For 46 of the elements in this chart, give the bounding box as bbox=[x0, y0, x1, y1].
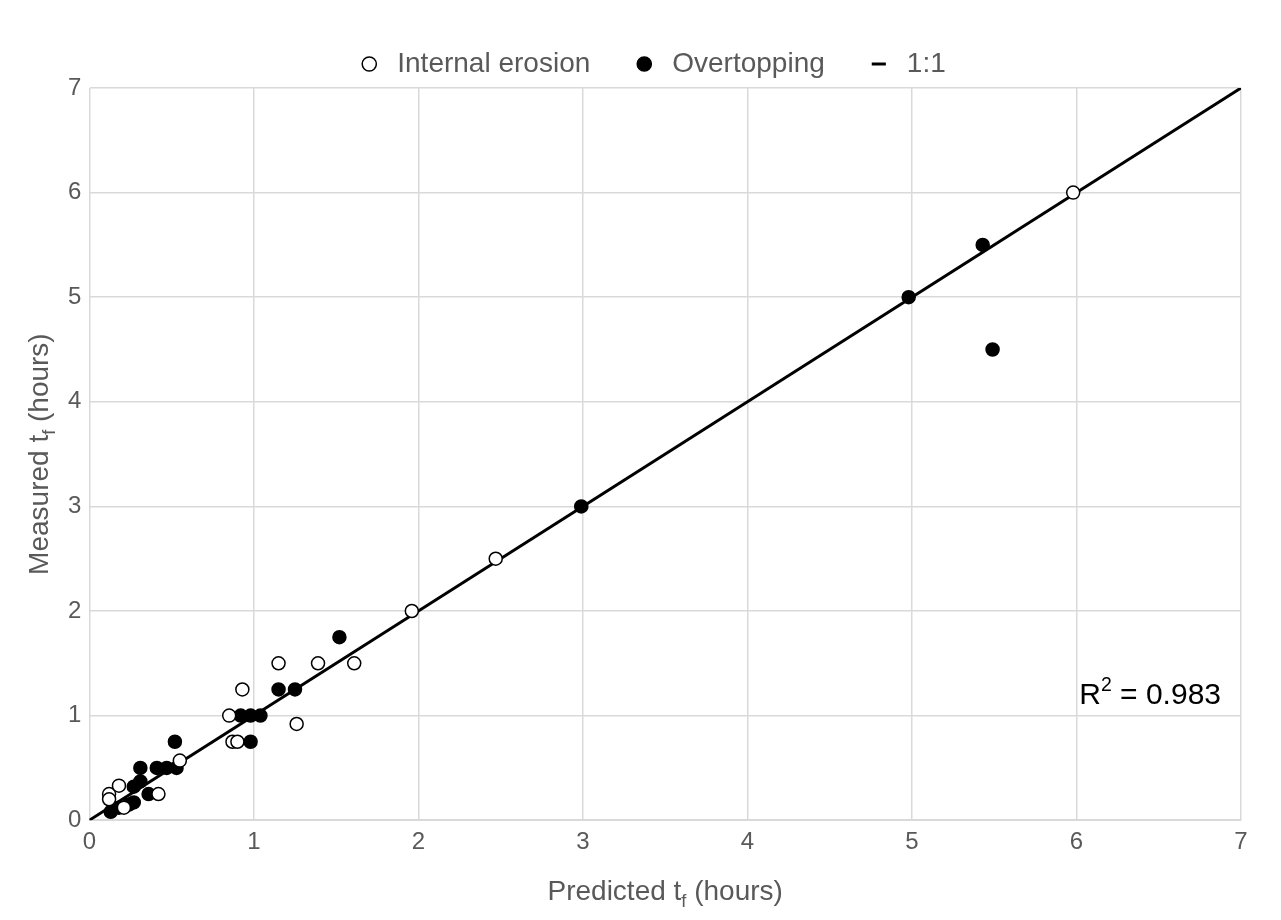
point bbox=[151, 786, 166, 802]
y-tick-label: 1 bbox=[67, 700, 82, 728]
point bbox=[235, 682, 250, 697]
y-tick-label: 3 bbox=[67, 491, 82, 519]
point bbox=[253, 708, 268, 723]
point bbox=[404, 603, 420, 619]
point bbox=[901, 289, 916, 305]
x-tick-label: 1 bbox=[247, 827, 261, 855]
x-tick-label: 3 bbox=[576, 827, 590, 855]
point bbox=[488, 551, 503, 566]
point bbox=[289, 716, 304, 732]
x-tick-label: 4 bbox=[740, 827, 755, 855]
point bbox=[101, 792, 117, 807]
point bbox=[221, 708, 237, 723]
point bbox=[116, 800, 132, 815]
point bbox=[172, 753, 188, 768]
point bbox=[133, 774, 148, 789]
point bbox=[287, 682, 303, 697]
y-tick-label: 6 bbox=[67, 177, 82, 205]
x-tick-label: 7 bbox=[1234, 827, 1248, 855]
point bbox=[271, 656, 286, 671]
point bbox=[975, 237, 990, 253]
y-tick-label: 4 bbox=[67, 386, 82, 414]
point bbox=[985, 342, 1000, 357]
legend-label: Overtopping bbox=[672, 46, 825, 78]
x-tick-label: 6 bbox=[1069, 827, 1084, 855]
point bbox=[310, 656, 326, 671]
point bbox=[574, 499, 589, 514]
point bbox=[332, 629, 347, 645]
point bbox=[271, 682, 286, 697]
y-tick-label: 7 bbox=[67, 72, 82, 100]
point bbox=[230, 734, 245, 749]
point bbox=[133, 760, 148, 776]
legend-label: Internal erosion bbox=[397, 46, 591, 78]
y-tick-label: 2 bbox=[67, 595, 82, 623]
x-tick-label: 5 bbox=[905, 827, 919, 855]
point bbox=[1065, 185, 1081, 200]
legend-label: 1:1 bbox=[906, 46, 946, 78]
y-tick-label: 0 bbox=[67, 804, 82, 832]
y-tick-label: 5 bbox=[67, 281, 82, 309]
y-axis-title: Measured tf (hours) bbox=[22, 333, 59, 575]
x-tick-label: 2 bbox=[411, 827, 426, 855]
point bbox=[111, 778, 127, 793]
point bbox=[167, 734, 183, 749]
point bbox=[346, 656, 362, 671]
point bbox=[243, 734, 258, 749]
